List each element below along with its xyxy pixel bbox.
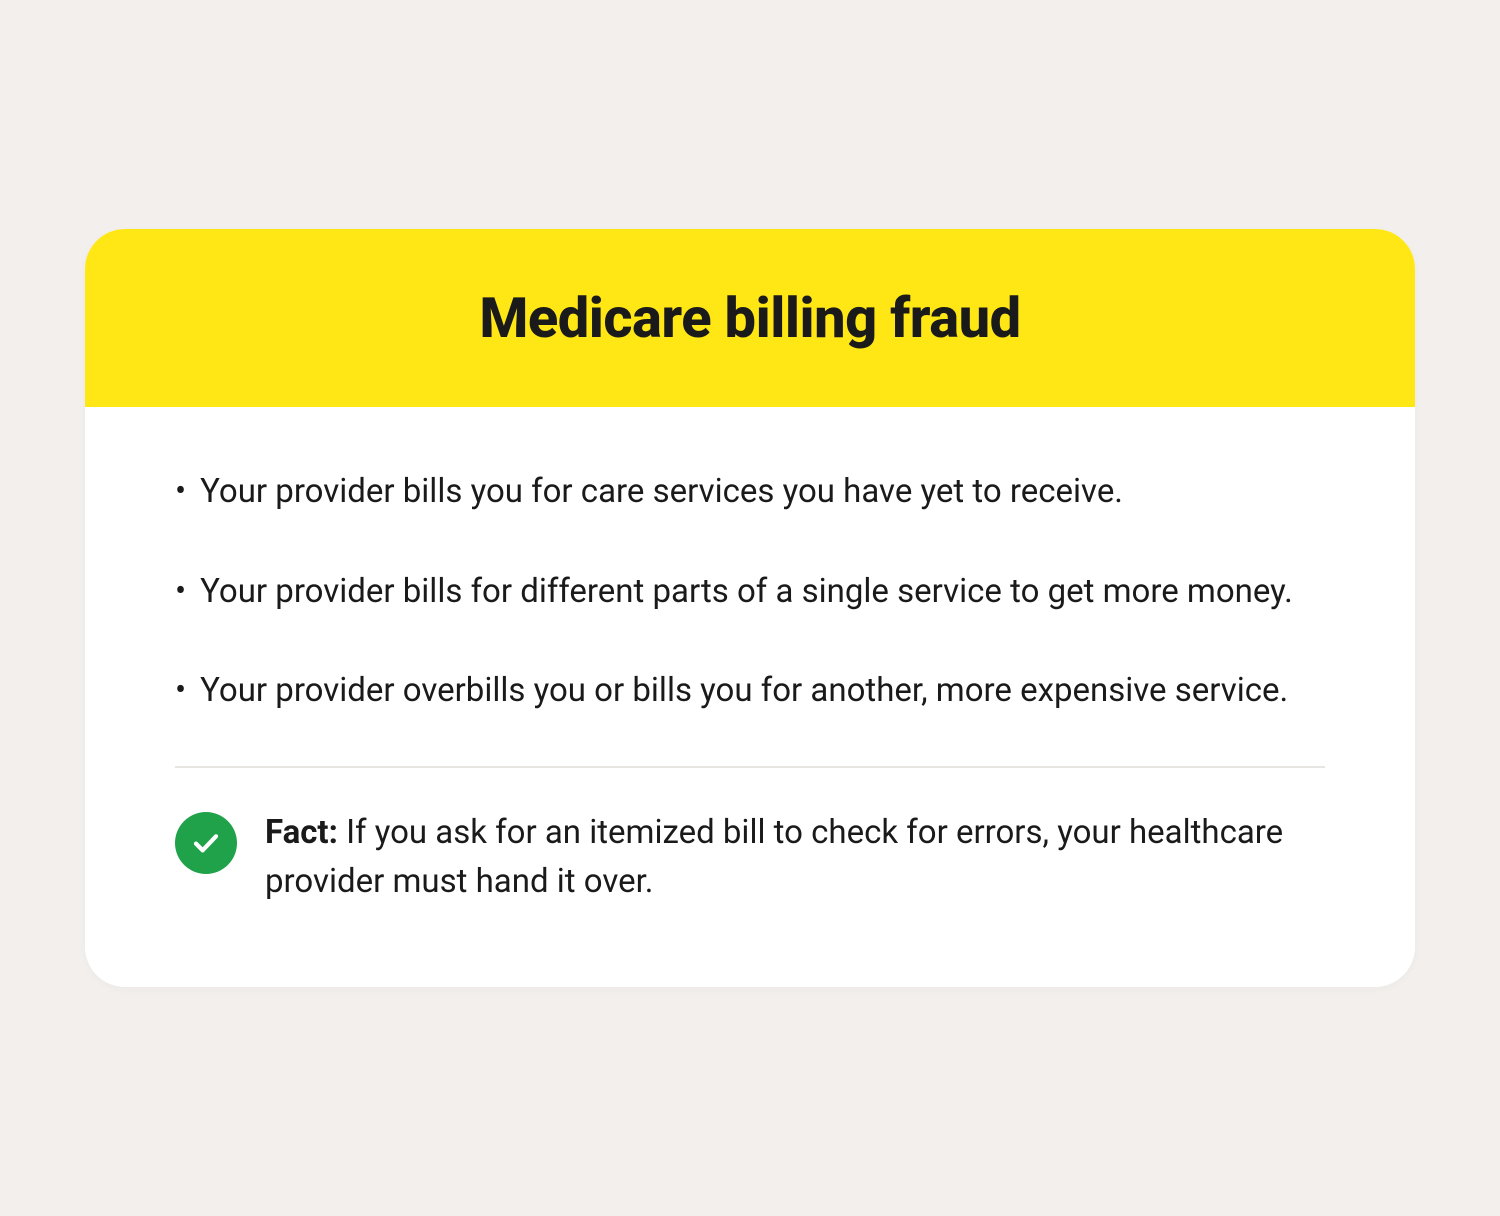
list-item: • Your provider bills for different part… xyxy=(175,567,1325,617)
list-item: • Your provider overbills you or bills y… xyxy=(175,666,1325,716)
info-card: Medicare billing fraud • Your provider b… xyxy=(85,229,1415,987)
bullet-text: Your provider bills you for care service… xyxy=(200,467,1325,517)
bullet-text: Your provider bills for different parts … xyxy=(200,567,1325,617)
fact-label: Fact: xyxy=(265,813,338,852)
card-header: Medicare billing fraud xyxy=(85,229,1415,407)
card-body: • Your provider bills you for care servi… xyxy=(85,407,1415,987)
check-icon xyxy=(175,812,237,874)
fact-body: If you ask for an itemized bill to check… xyxy=(265,813,1283,902)
fact-row: Fact: If you ask for an itemized bill to… xyxy=(175,808,1325,957)
card-title: Medicare billing fraud xyxy=(125,285,1375,351)
list-item: • Your provider bills you for care servi… xyxy=(175,467,1325,517)
bullet-text: Your provider overbills you or bills you… xyxy=(200,666,1325,716)
bullet-icon: • xyxy=(175,467,186,517)
bullet-icon: • xyxy=(175,567,186,617)
divider xyxy=(175,766,1325,768)
fact-text: Fact: If you ask for an itemized bill to… xyxy=(265,808,1325,907)
bullet-icon: • xyxy=(175,666,186,716)
bullet-list: • Your provider bills you for care servi… xyxy=(175,467,1325,716)
